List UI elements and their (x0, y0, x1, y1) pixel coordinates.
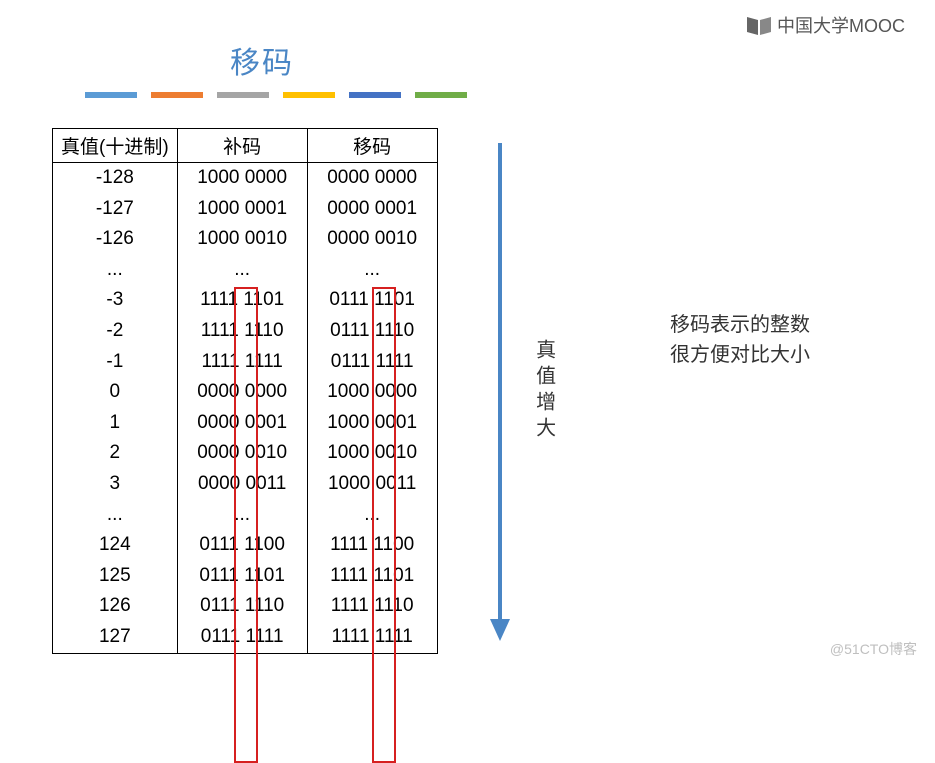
offset-binary-cell: 1000 0011 (307, 469, 437, 500)
table-wrap: 真值(十进制)补码移码 -1281000 00000000 0000-12710… (52, 128, 438, 654)
offset-binary-cell: 0111 1111 (307, 347, 437, 378)
table-row: -21111 11100111 1110 (53, 316, 438, 347)
mooc-logo: 中国大学MOOC (745, 12, 905, 38)
offset-binary-cell: 1000 0010 (307, 438, 437, 469)
table-row: -1271000 00010000 0001 (53, 194, 438, 225)
offset-binary-cell: 0111 1101 (307, 285, 437, 316)
twos-complement-cell: 0111 1110 (177, 591, 307, 622)
twos-complement-cell: 0111 1101 (177, 561, 307, 592)
twos-complement-cell: 1000 0000 (177, 163, 307, 194)
page-title: 移码 (230, 38, 294, 82)
watermark: @51CTO博客 (830, 639, 917, 659)
true-value-cell: 125 (53, 561, 178, 592)
offset-binary-cell: 1111 1111 (307, 622, 437, 653)
offset-binary-cell: 1111 1101 (307, 561, 437, 592)
table-row: -11111 11110111 1111 (53, 347, 438, 378)
color-bars (85, 92, 467, 98)
table-row: 1260111 11101111 1110 (53, 591, 438, 622)
twos-complement-cell: 1000 0010 (177, 224, 307, 255)
arrow-block: 真值增大 (488, 128, 646, 654)
offset-binary-cell: 0111 1110 (307, 316, 437, 347)
table-row: 20000 00101000 0010 (53, 438, 438, 469)
table-header-row: 真值(十进制)补码移码 (53, 129, 438, 163)
offset-binary-cell: 0000 0001 (307, 194, 437, 225)
encoding-table: 真值(十进制)补码移码 -1281000 00000000 0000-12710… (52, 128, 438, 654)
offset-binary-cell: 0000 0000 (307, 163, 437, 194)
table-row: ......... (53, 255, 438, 286)
true-value-cell: -1 (53, 347, 178, 378)
twos-complement-cell: 1111 1111 (177, 347, 307, 378)
table-row: 1240111 11001111 1100 (53, 530, 438, 561)
true-value-cell: 124 (53, 530, 178, 561)
twos-complement-cell: 1111 1110 (177, 316, 307, 347)
offset-binary-cell: 1000 0000 (307, 377, 437, 408)
twos-complement-cell: ... (177, 255, 307, 286)
color-bar (283, 92, 335, 98)
content: 真值(十进制)补码移码 -1281000 00000000 0000-12710… (52, 128, 646, 654)
offset-binary-cell: ... (307, 255, 437, 286)
table-body: -1281000 00000000 0000-1271000 00010000 … (53, 163, 438, 654)
title-area: 移码 (230, 38, 294, 82)
true-value-cell: -2 (53, 316, 178, 347)
offset-binary-cell: 1111 1100 (307, 530, 437, 561)
twos-complement-cell: 1000 0001 (177, 194, 307, 225)
table-row: -1281000 00000000 0000 (53, 163, 438, 194)
table-row: -31111 11010111 1101 (53, 285, 438, 316)
table-row: 30000 00111000 0011 (53, 469, 438, 500)
offset-binary-cell: 1111 1110 (307, 591, 437, 622)
color-bar (415, 92, 467, 98)
down-arrow-icon (488, 141, 512, 641)
side-note-line1: 移码表示的整数 (670, 310, 810, 340)
table-row: 1250111 11011111 1101 (53, 561, 438, 592)
side-note-line2: 很方便对比大小 (670, 340, 810, 370)
book-icon (745, 14, 773, 36)
color-bar (85, 92, 137, 98)
table-row: -1261000 00100000 0010 (53, 224, 438, 255)
side-note: 移码表示的整数 很方便对比大小 (670, 310, 810, 370)
table-row: ......... (53, 500, 438, 531)
true-value-cell: ... (53, 500, 178, 531)
twos-complement-cell: 0000 0010 (177, 438, 307, 469)
true-value-cell: 1 (53, 408, 178, 439)
offset-binary-cell: ... (307, 500, 437, 531)
twos-complement-cell: 0111 1111 (177, 622, 307, 653)
twos-complement-cell: 0000 0000 (177, 377, 307, 408)
color-bar (349, 92, 401, 98)
table-row: 00000 00001000 0000 (53, 377, 438, 408)
true-value-cell: 0 (53, 377, 178, 408)
true-value-cell: -3 (53, 285, 178, 316)
twos-complement-cell: 0000 0001 (177, 408, 307, 439)
column-header: 补码 (177, 129, 307, 163)
true-value-cell: ... (53, 255, 178, 286)
table-row: 1270111 11111111 1111 (53, 622, 438, 653)
color-bar (217, 92, 269, 98)
arrow-label: 真值增大 (530, 339, 559, 443)
table-row: 10000 00011000 0001 (53, 408, 438, 439)
logo-text: 中国大学MOOC (777, 12, 905, 38)
column-header: 移码 (307, 129, 437, 163)
twos-complement-cell: 1111 1101 (177, 285, 307, 316)
offset-binary-cell: 0000 0010 (307, 224, 437, 255)
offset-binary-cell: 1000 0001 (307, 408, 437, 439)
twos-complement-cell: 0000 0011 (177, 469, 307, 500)
true-value-cell: -127 (53, 194, 178, 225)
twos-complement-cell: ... (177, 500, 307, 531)
column-header: 真值(十进制) (53, 129, 178, 163)
true-value-cell: -128 (53, 163, 178, 194)
color-bar (151, 92, 203, 98)
true-value-cell: 127 (53, 622, 178, 653)
true-value-cell: 2 (53, 438, 178, 469)
true-value-cell: -126 (53, 224, 178, 255)
true-value-cell: 126 (53, 591, 178, 622)
true-value-cell: 3 (53, 469, 178, 500)
twos-complement-cell: 0111 1100 (177, 530, 307, 561)
